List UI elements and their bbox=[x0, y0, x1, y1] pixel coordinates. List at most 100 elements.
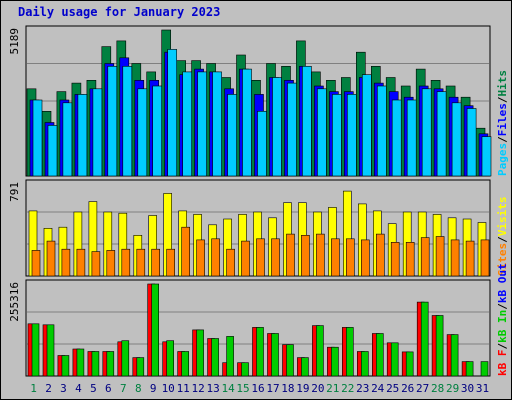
x-tick-label-14: 14 bbox=[221, 382, 235, 395]
bar-sites-day-6 bbox=[106, 250, 116, 277]
bar-pages-day-24 bbox=[376, 85, 387, 177]
x-tick-label-30: 30 bbox=[461, 382, 474, 395]
bar-sites-day-13 bbox=[211, 238, 220, 277]
bar-pages-day-31 bbox=[481, 136, 492, 177]
bar-sites-day-27 bbox=[420, 237, 430, 277]
bar-sites-day-24 bbox=[375, 233, 385, 277]
x-tick-label-23: 23 bbox=[356, 382, 369, 395]
bar-sites-day-8 bbox=[136, 248, 146, 277]
x-tick-label-28: 28 bbox=[431, 382, 444, 395]
legend-kb-f: kB F bbox=[496, 350, 509, 377]
bar-kb-in-day-3 bbox=[61, 355, 70, 377]
x-tick-label-7: 7 bbox=[120, 382, 127, 395]
bar-sites-day-23 bbox=[360, 239, 370, 277]
bar-kb-in-day-14 bbox=[226, 336, 234, 377]
legend-panel-2: kB F/kB In/kB Out bbox=[496, 263, 509, 376]
bar-kb-in-day-11 bbox=[181, 351, 189, 377]
bar-kb-in-day-8 bbox=[136, 357, 145, 377]
bar-sites-day-22 bbox=[345, 238, 355, 277]
bar-sites-day-3 bbox=[61, 248, 71, 277]
bar-pages-day-27 bbox=[421, 88, 432, 177]
bar-kb-in-day-26 bbox=[405, 351, 414, 377]
bar-pages-day-23 bbox=[361, 74, 372, 177]
x-tick-label-5: 5 bbox=[90, 382, 97, 395]
chart-title: Daily usage for January 2023 bbox=[18, 5, 221, 19]
bar-kb-in-day-17 bbox=[271, 333, 279, 377]
x-tick-label-24: 24 bbox=[371, 382, 385, 395]
bar-kb-in-day-6 bbox=[106, 351, 115, 377]
bar-pages-day-26 bbox=[406, 99, 417, 177]
x-tick-label-26: 26 bbox=[401, 382, 414, 395]
bar-sites-day-7 bbox=[121, 248, 131, 277]
bar-sites-day-26 bbox=[405, 242, 415, 277]
x-tick-label-10: 10 bbox=[162, 382, 175, 395]
bar-kb-in-day-27 bbox=[420, 301, 429, 377]
y-max-label-0: 5189 bbox=[8, 28, 21, 55]
x-tick-label-1: 1 bbox=[30, 382, 37, 395]
x-tick-label-19: 19 bbox=[296, 382, 309, 395]
bar-pages-day-17 bbox=[272, 77, 282, 177]
bar-pages-day-3 bbox=[62, 102, 73, 177]
bar-sites-day-31 bbox=[480, 239, 490, 277]
x-tick-label-13: 13 bbox=[206, 382, 219, 395]
bar-pages-day-2 bbox=[47, 125, 58, 177]
y-max-label-2: 255316 bbox=[8, 282, 21, 322]
bar-pages-day-16 bbox=[257, 111, 267, 177]
bar-kb-in-day-15 bbox=[241, 362, 249, 377]
bar-kb-in-day-10 bbox=[166, 340, 174, 377]
x-tick-label-22: 22 bbox=[341, 382, 354, 395]
bar-kb-in-day-9 bbox=[151, 283, 159, 377]
bar-pages-day-10 bbox=[167, 49, 177, 177]
legend-files: Files bbox=[496, 103, 509, 136]
bar-sites-day-9 bbox=[151, 248, 160, 277]
bar-kb-in-day-20 bbox=[316, 325, 324, 377]
bar-sites-day-10 bbox=[166, 248, 175, 277]
bar-sites-day-19 bbox=[301, 235, 310, 277]
bar-sites-day-21 bbox=[331, 238, 340, 277]
bar-sites-day-18 bbox=[286, 233, 295, 277]
bar-kb-in-day-24 bbox=[375, 333, 384, 377]
bar-pages-day-21 bbox=[332, 94, 342, 177]
x-tick-label-21: 21 bbox=[326, 382, 339, 395]
bar-pages-day-28 bbox=[436, 91, 447, 177]
bar-kb-in-day-31 bbox=[480, 361, 489, 377]
bar-sites-day-20 bbox=[316, 233, 325, 277]
bar-pages-day-6 bbox=[107, 66, 118, 177]
bar-kb-in-day-13 bbox=[211, 338, 219, 377]
bar-kb-in-day-7 bbox=[121, 340, 130, 377]
bar-pages-day-20 bbox=[317, 88, 327, 177]
bar-sites-day-14 bbox=[226, 248, 235, 277]
bar-sites-day-12 bbox=[196, 239, 205, 277]
bar-sites-day-11 bbox=[181, 226, 190, 277]
x-tick-label-9: 9 bbox=[150, 382, 157, 395]
x-tick-label-2: 2 bbox=[45, 382, 52, 395]
bar-kb-in-day-18 bbox=[286, 344, 294, 377]
bar-sites-day-16 bbox=[256, 238, 265, 277]
bar-sites-day-1 bbox=[31, 250, 41, 277]
x-tick-label-27: 27 bbox=[416, 382, 429, 395]
legend-kb-out: kB Out bbox=[496, 263, 509, 303]
bar-pages-day-13 bbox=[212, 71, 222, 177]
bar-pages-day-8 bbox=[137, 88, 148, 177]
bar-pages-day-29 bbox=[451, 102, 462, 177]
legend-panel-1: Sites/Visits bbox=[496, 197, 509, 277]
legend-kb-in: kB In bbox=[496, 310, 509, 343]
x-tick-label-12: 12 bbox=[191, 382, 204, 395]
bar-pages-day-15 bbox=[242, 68, 252, 177]
x-tick-label-6: 6 bbox=[105, 382, 112, 395]
x-tick-label-25: 25 bbox=[386, 382, 399, 395]
x-tick-label-16: 16 bbox=[251, 382, 264, 395]
x-tick-label-11: 11 bbox=[177, 382, 190, 395]
legend-pages: Pages bbox=[496, 143, 509, 176]
bar-kb-in-day-19 bbox=[301, 357, 309, 377]
y-max-label-1: 791 bbox=[8, 182, 21, 202]
bar-pages-day-18 bbox=[287, 82, 297, 177]
bar-pages-day-14 bbox=[227, 94, 237, 177]
bar-sites-day-30 bbox=[465, 240, 475, 277]
x-tick-label-8: 8 bbox=[135, 382, 142, 395]
bar-sites-day-4 bbox=[76, 248, 86, 277]
legend-sites: Sites bbox=[496, 243, 509, 276]
bar-kb-in-day-30 bbox=[465, 361, 474, 377]
bar-pages-day-25 bbox=[391, 99, 402, 177]
